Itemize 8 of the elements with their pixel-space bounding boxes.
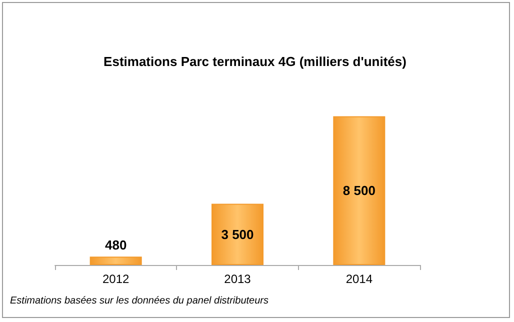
x-tick-label: 2014: [346, 272, 373, 286]
text: Estimations basées sur les données du panel distributeurs: [10, 296, 268, 306]
data-label: 3 500: [221, 226, 254, 242]
x-tick-label: 2013: [224, 272, 252, 286]
x-tick-label: 2012: [102, 272, 130, 286]
chart-title: Estimations Parc terminaux 4G (milliers d'unités): [104, 54, 406, 69]
data-label: 8 500: [342, 183, 376, 198]
data-label: 480: [104, 238, 127, 253]
